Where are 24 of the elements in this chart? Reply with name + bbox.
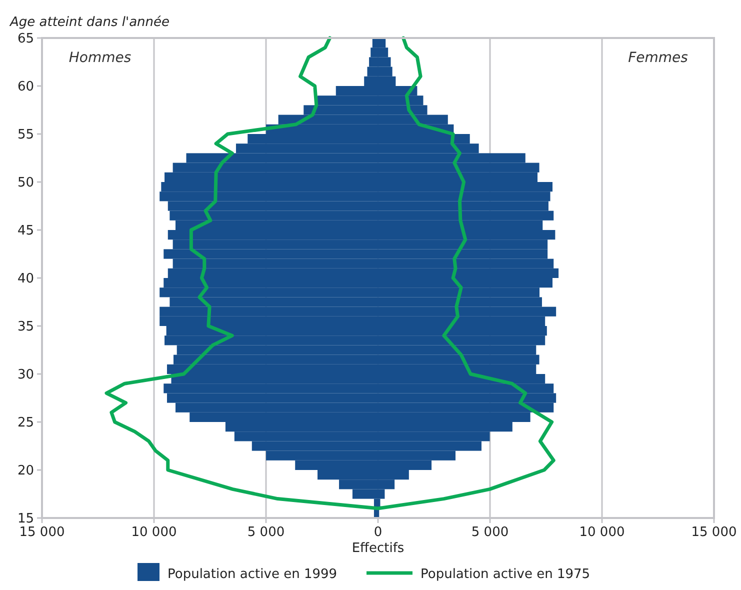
y-tick-label: 45 (17, 224, 34, 238)
y-axis-title: Age atteint dans l'année (9, 15, 170, 30)
x-tick-label: 10 000 (131, 525, 177, 540)
x-tick-label: 15 000 (19, 525, 65, 540)
y-tick-label: 50 (17, 176, 34, 190)
y-tick-label: 25 (17, 416, 34, 430)
legend-label: Population active en 1999 (168, 567, 338, 582)
y-tick-label: 15 (17, 512, 34, 526)
y-tick-label: 60 (17, 80, 34, 94)
y-tick-label: 20 (17, 464, 34, 478)
y-tick-label: 35 (17, 320, 34, 334)
x-tick-label: 0 (374, 525, 382, 540)
y-tick-label: 55 (17, 128, 34, 142)
y-tick-label: 30 (17, 368, 34, 382)
annotation: Hommes (68, 50, 132, 66)
x-tick-label: 15 000 (691, 525, 737, 540)
x-axis-title: Effectifs (352, 541, 404, 556)
y-tick-label: 65 (17, 32, 34, 46)
legend-label: Population active en 1975 (420, 567, 590, 582)
x-tick-label: 5 000 (247, 525, 285, 540)
annotation: Femmes (628, 50, 688, 66)
y-tick-label: 40 (17, 272, 34, 286)
x-tick-label: 5 000 (471, 525, 509, 540)
x-tick-label: 10 000 (579, 525, 625, 540)
